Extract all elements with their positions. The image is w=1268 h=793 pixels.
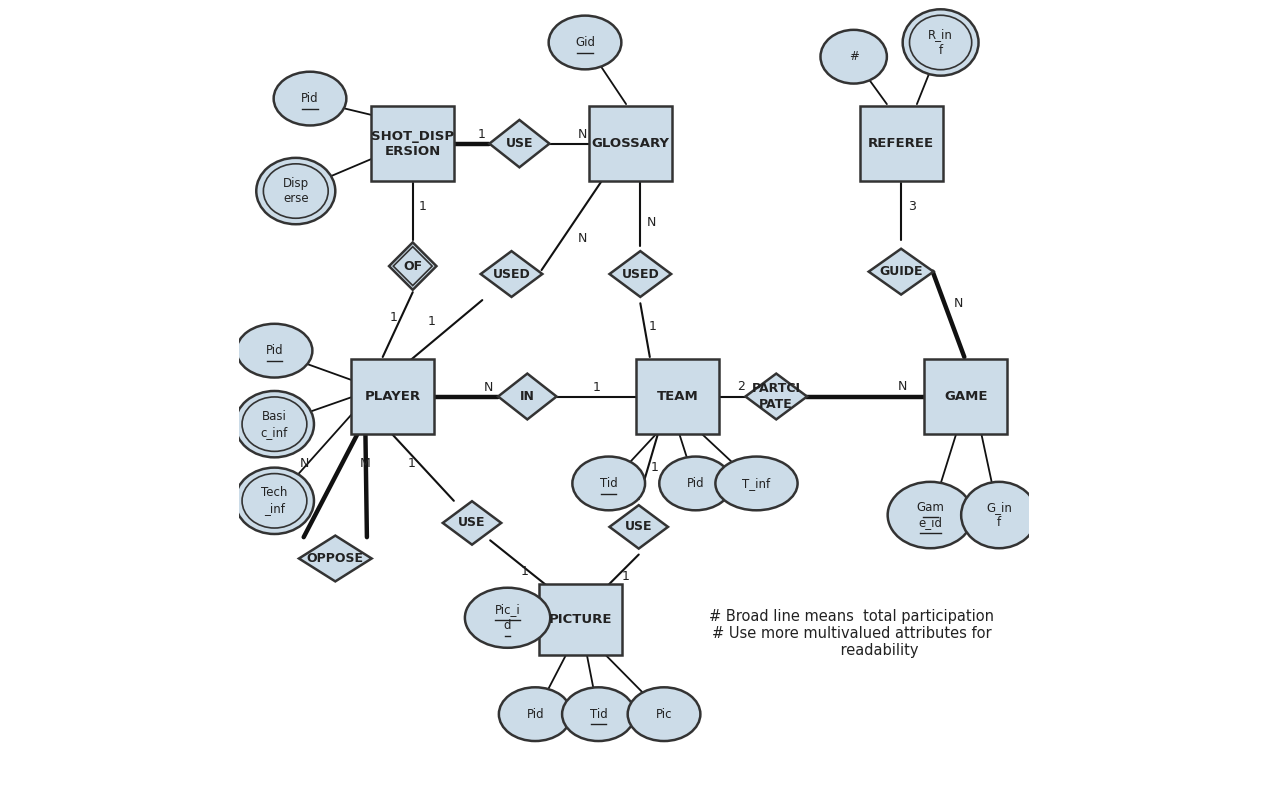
Text: f: f [997,516,1002,530]
Text: Gid: Gid [574,36,595,49]
Text: N: N [954,297,962,310]
Text: c_inf: c_inf [261,426,288,439]
Text: R_in: R_in [928,28,954,41]
Text: USED: USED [493,267,530,281]
Text: PARTCI
PATE: PARTCI PATE [752,382,800,411]
Text: 1: 1 [593,381,601,393]
Text: 1: 1 [427,315,436,328]
Text: N: N [578,128,587,140]
Text: USE: USE [625,520,653,534]
Text: 1: 1 [623,570,630,583]
Polygon shape [489,120,549,167]
Ellipse shape [628,688,700,741]
Text: Disp: Disp [283,177,309,190]
Polygon shape [481,251,543,297]
Text: N: N [898,380,908,393]
Text: 1: 1 [389,311,398,324]
Text: OPPOSE: OPPOSE [307,552,364,565]
Ellipse shape [465,588,550,648]
Polygon shape [610,251,671,297]
Polygon shape [443,501,501,545]
Text: d: d [503,619,511,632]
Text: M: M [360,458,370,470]
Ellipse shape [256,158,335,224]
Text: IN: IN [520,390,535,403]
Text: USE: USE [458,516,486,530]
Text: N: N [484,381,493,393]
Text: OF: OF [403,259,422,273]
Text: G_in: G_in [987,500,1012,514]
Text: Gam: Gam [917,500,945,514]
Text: GLOSSARY: GLOSSARY [591,137,670,150]
Text: N: N [578,232,587,245]
Text: GAME: GAME [945,390,988,403]
Text: N: N [299,458,309,470]
Text: erse: erse [283,193,308,205]
Text: Pid: Pid [265,344,283,357]
Text: N: N [647,216,656,229]
Ellipse shape [274,71,346,125]
Ellipse shape [903,10,979,75]
FancyBboxPatch shape [351,359,435,434]
Text: Pic_i: Pic_i [495,603,520,616]
Text: Tech: Tech [261,486,288,500]
Text: SHOT_DISP
ERSION: SHOT_DISP ERSION [372,129,454,158]
Text: # Broad line means  total participation
# Use more multivalued attributes for
  : # Broad line means total participation #… [709,609,994,658]
Ellipse shape [888,482,973,548]
Polygon shape [869,249,933,294]
Text: REFEREE: REFEREE [869,137,935,150]
Ellipse shape [549,16,621,69]
FancyBboxPatch shape [924,359,1007,434]
FancyBboxPatch shape [637,359,719,434]
Text: Tid: Tid [590,707,607,721]
Text: e_id: e_id [918,516,942,530]
Text: Basi: Basi [262,410,287,423]
Ellipse shape [961,482,1037,548]
Ellipse shape [498,688,572,741]
FancyBboxPatch shape [539,584,621,655]
Text: Tid: Tid [600,477,618,490]
Text: USED: USED [621,267,659,281]
Polygon shape [299,535,372,581]
Text: Pid: Pid [526,707,544,721]
Ellipse shape [237,324,312,377]
Text: 1: 1 [418,201,426,213]
Text: TEAM: TEAM [657,390,699,403]
Ellipse shape [235,468,314,534]
Text: Pid: Pid [302,92,318,105]
Text: 2: 2 [737,380,744,393]
Text: 1: 1 [407,458,415,470]
Polygon shape [498,374,557,419]
Polygon shape [746,374,806,419]
Polygon shape [389,243,436,289]
Text: PLAYER: PLAYER [365,390,421,403]
Text: 1: 1 [478,128,486,140]
Ellipse shape [572,457,645,510]
FancyBboxPatch shape [588,106,672,181]
Text: 3: 3 [908,201,915,213]
Text: #: # [848,50,858,63]
Text: Pic: Pic [656,707,672,721]
Text: 1: 1 [650,461,658,474]
Ellipse shape [715,457,798,510]
Ellipse shape [235,391,314,458]
Text: 1: 1 [649,320,657,334]
Ellipse shape [820,30,886,83]
Text: T_inf: T_inf [743,477,771,490]
Text: USE: USE [506,137,533,150]
Ellipse shape [562,688,635,741]
Ellipse shape [659,457,732,510]
Polygon shape [610,505,668,549]
FancyBboxPatch shape [372,106,454,181]
Text: GUIDE: GUIDE [879,265,923,278]
Text: Pid: Pid [687,477,705,490]
Text: _inf: _inf [264,502,285,515]
Text: f: f [938,44,942,57]
FancyBboxPatch shape [860,106,942,181]
Text: 1: 1 [521,565,529,578]
Text: PICTURE: PICTURE [549,613,612,626]
